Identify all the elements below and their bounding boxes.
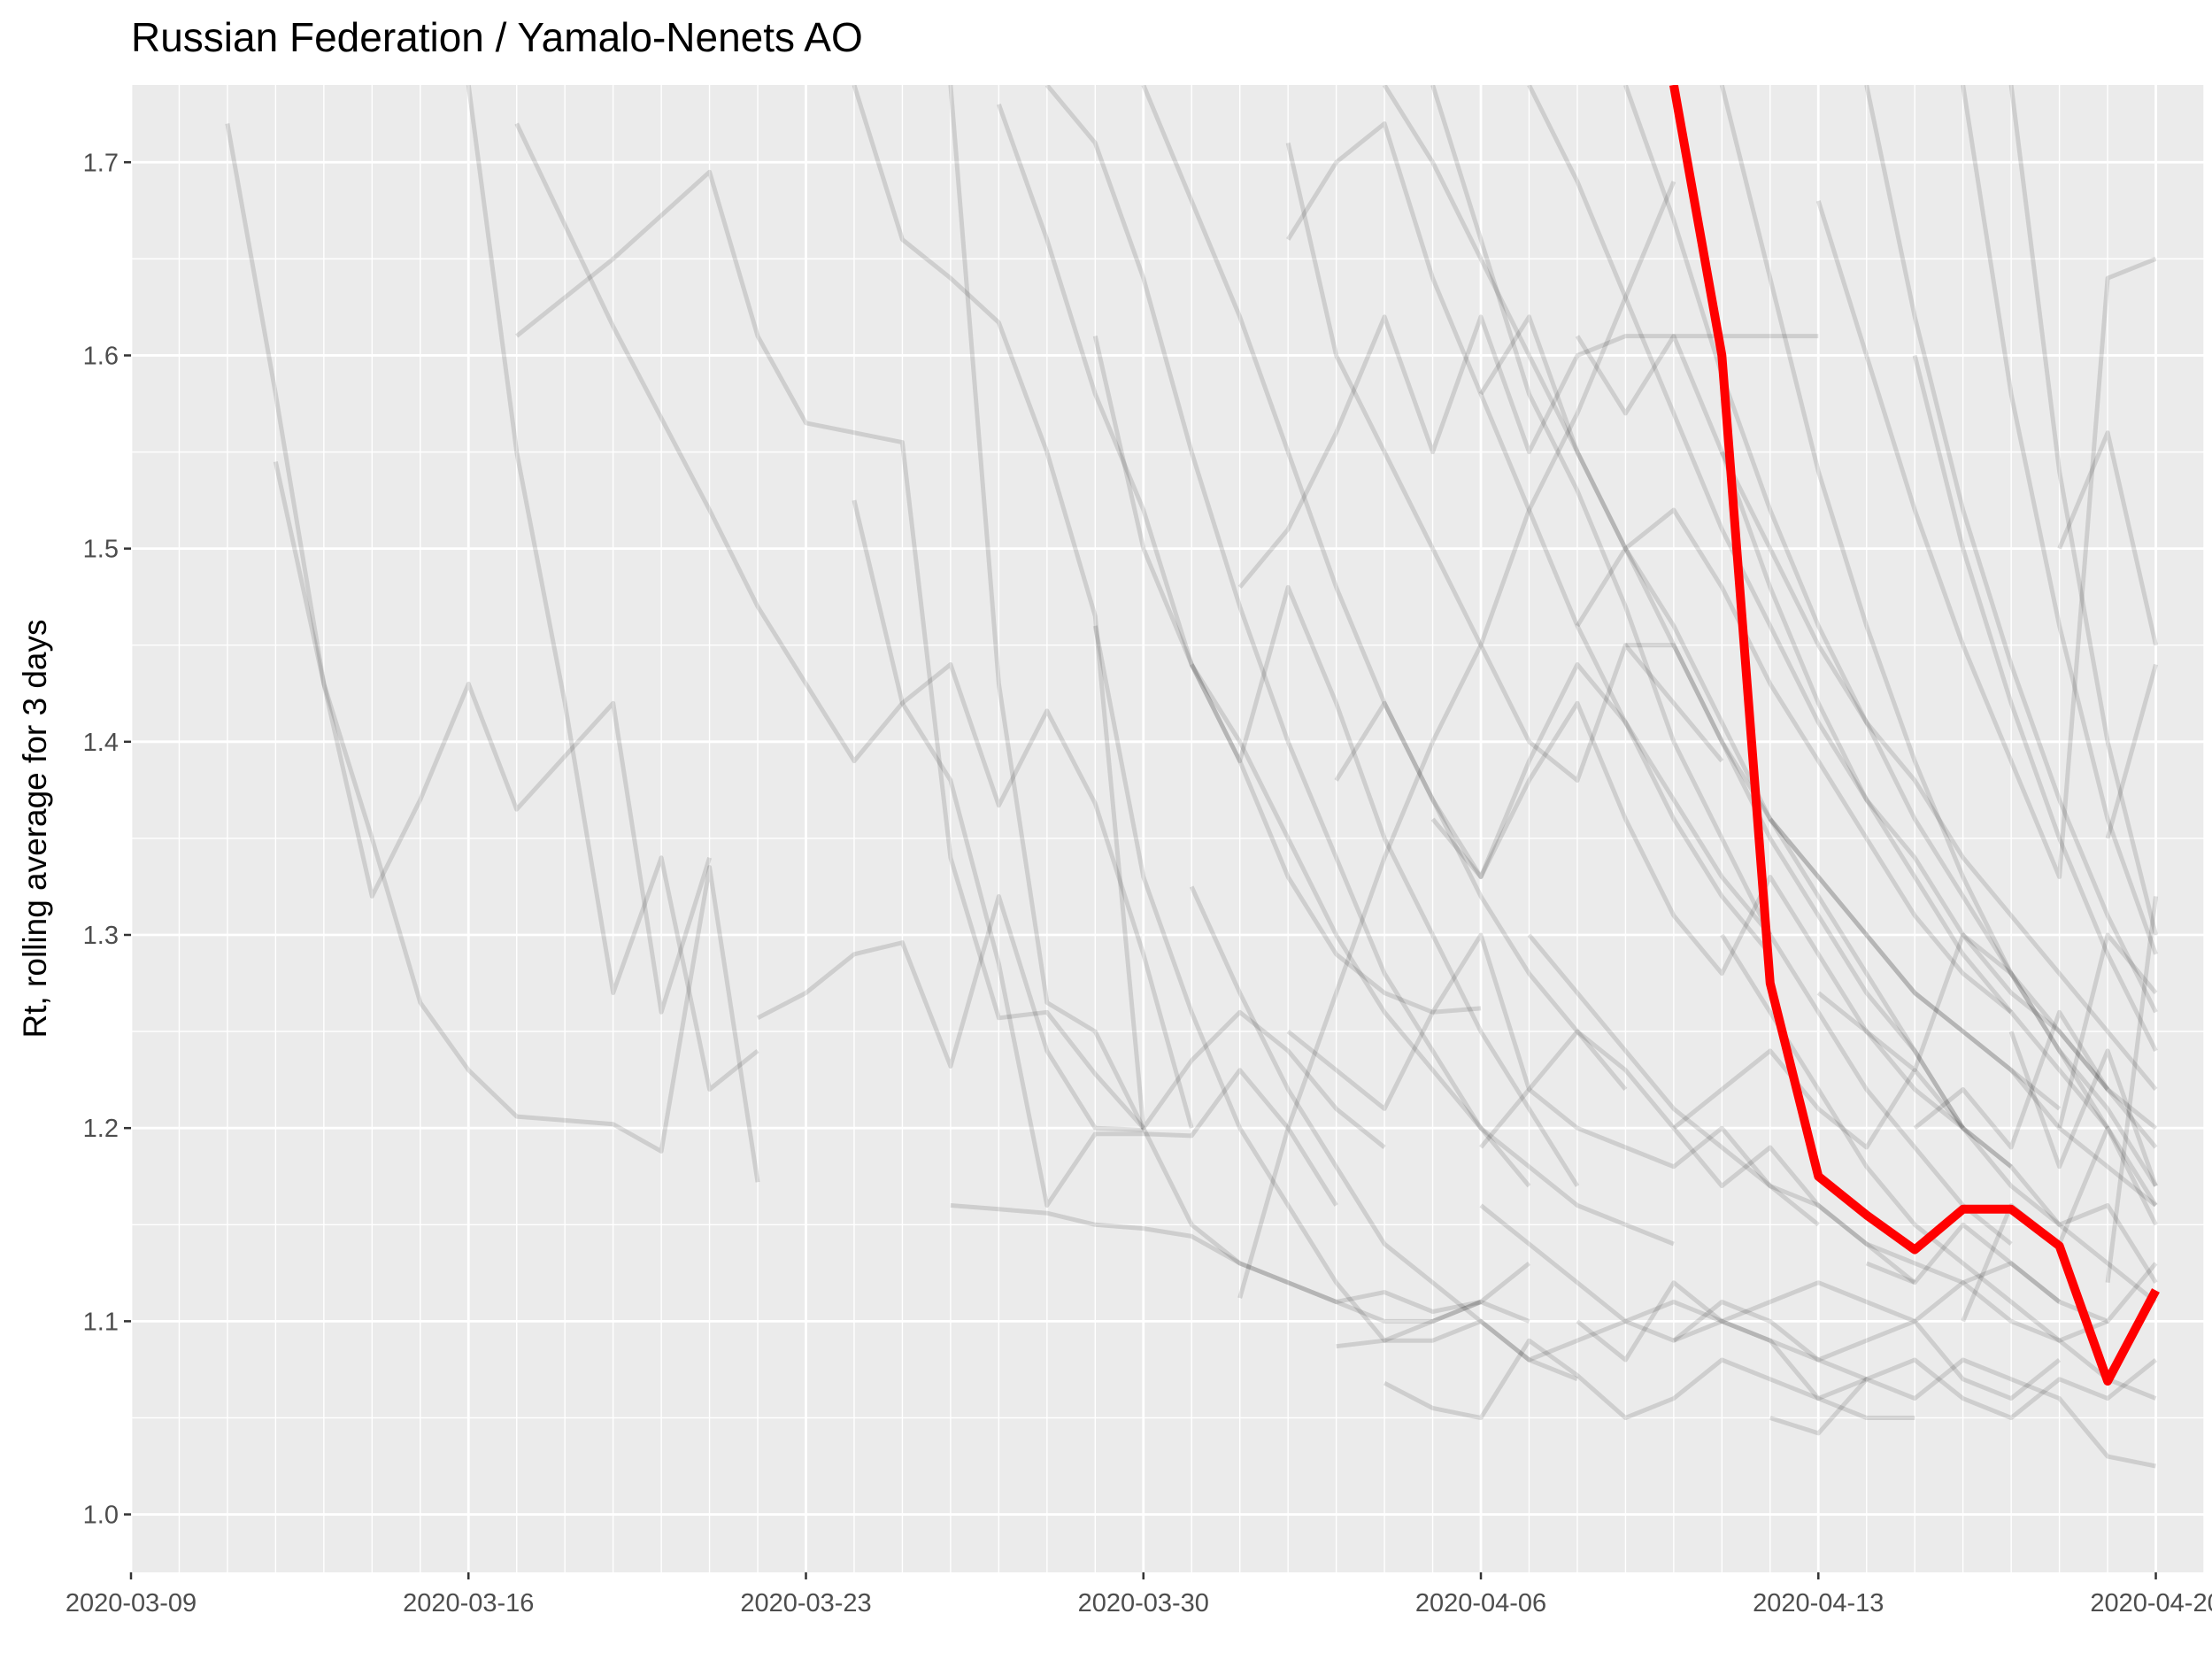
background-series-line (1912, 354, 2158, 1053)
x-tick-label: 2020-04-20 (2090, 1589, 2212, 1618)
y-axis-title: Rt, rolling average for 3 days (17, 619, 53, 1038)
background-series-line (852, 499, 1338, 1208)
background-series-line (1672, 1048, 2158, 1285)
plot-panel (131, 85, 2204, 1572)
y-tick-label: 1.3 (83, 922, 119, 950)
highlight-series-line (1669, 85, 2160, 1386)
x-tick-label: 2020-04-06 (1415, 1589, 1546, 1618)
background-series-line (1285, 142, 1724, 783)
background-series-line (2105, 896, 2158, 1284)
background-series-line (1336, 1300, 1868, 1382)
background-series-line (1527, 85, 2110, 1130)
background-series-line (1479, 1029, 1916, 1285)
y-tick-label: 1.7 (83, 149, 119, 177)
background-series-line (1478, 314, 2062, 1111)
background-series-line (1961, 85, 2158, 955)
highlight-series (1669, 85, 2160, 1386)
y-tick-label: 1.6 (83, 342, 119, 370)
background-series-line (1092, 625, 1482, 1343)
y-axis: 1.0 1.1 1.2 1.3 1.4 1.5 1.6 1.7 (83, 149, 131, 1530)
y-tick-label: 1.0 (83, 1502, 119, 1530)
background-series-line (1769, 1357, 2156, 1469)
background-series-line (1719, 85, 2158, 1207)
background-series-line (225, 123, 712, 1015)
background-series-line (1672, 1261, 2062, 1343)
background-series-line (1237, 181, 1676, 1299)
background-series-line (514, 122, 1194, 1129)
background-series-line (1334, 662, 1772, 956)
background-series-line (950, 1203, 1530, 1324)
background-series-line (1719, 451, 2110, 1092)
y-tick-label: 1.1 (83, 1308, 119, 1336)
background-series-line (1575, 507, 2013, 1015)
x-tick-label: 2020-03-23 (740, 1589, 871, 1618)
background-series-line (1816, 932, 2158, 1149)
background-series-line (2057, 430, 2158, 646)
background-series-line (1720, 933, 2157, 1401)
y-tick-label: 1.4 (83, 729, 119, 757)
background-series-line (997, 103, 1482, 1015)
background-series-line (1527, 933, 2109, 1343)
y-tick-label: 1.2 (83, 1115, 119, 1143)
background-series-line (1575, 334, 2158, 1092)
chart-title: Russian Federation / Yamalo-Nenets AO (131, 14, 863, 60)
background-series-line (2105, 663, 2158, 839)
background-series-line (1913, 1009, 2158, 1150)
background-series (225, 85, 2158, 1469)
x-axis: 2020-03-09 2020-03-16 2020-03-23 2020-03-30… (66, 1572, 2212, 1618)
background-series-line (1576, 1280, 2158, 1420)
background-series-line (515, 169, 1145, 1130)
background-series-line (1864, 85, 2158, 1014)
y-tick-label: 1.5 (83, 536, 119, 564)
background-series-line (1382, 85, 1965, 1130)
major-gridlines (129, 85, 2204, 1572)
background-series-line (273, 460, 760, 1183)
background-series-line (466, 85, 759, 1092)
background-series-line (1286, 932, 1820, 1227)
background-series-line (948, 85, 1531, 1324)
background-series-line (1479, 1203, 2062, 1401)
background-series-line (1625, 643, 2158, 1304)
x-tick-label: 2020-03-16 (403, 1589, 534, 1618)
x-tick-label: 2020-03-09 (66, 1589, 197, 1618)
background-series-line (1092, 336, 1580, 1187)
background-series-line (1623, 85, 2158, 1187)
background-series-line (1768, 817, 2158, 1208)
background-series-line (1190, 663, 1675, 1247)
background-series-line (1286, 121, 1772, 937)
background-series-line (2008, 1031, 2158, 1187)
background-series-line (1430, 700, 2013, 1169)
background-series-line (2057, 932, 2158, 1129)
background-series-line (1189, 885, 1578, 1382)
background-series-line (1815, 200, 2157, 879)
background-series-line (1383, 1338, 1915, 1420)
background-series-line (1141, 85, 1628, 1092)
background-series-line (852, 85, 1386, 1149)
x-tick-label: 2020-04-13 (1753, 1589, 1884, 1618)
background-series-line (2008, 85, 2158, 936)
background-series-line (1044, 85, 1531, 1188)
background-series-line (1430, 85, 2013, 1247)
background-series-line (1865, 1222, 2158, 1324)
background-series-line (756, 893, 1144, 1132)
x-tick-label: 2020-03-30 (1078, 1589, 1209, 1618)
